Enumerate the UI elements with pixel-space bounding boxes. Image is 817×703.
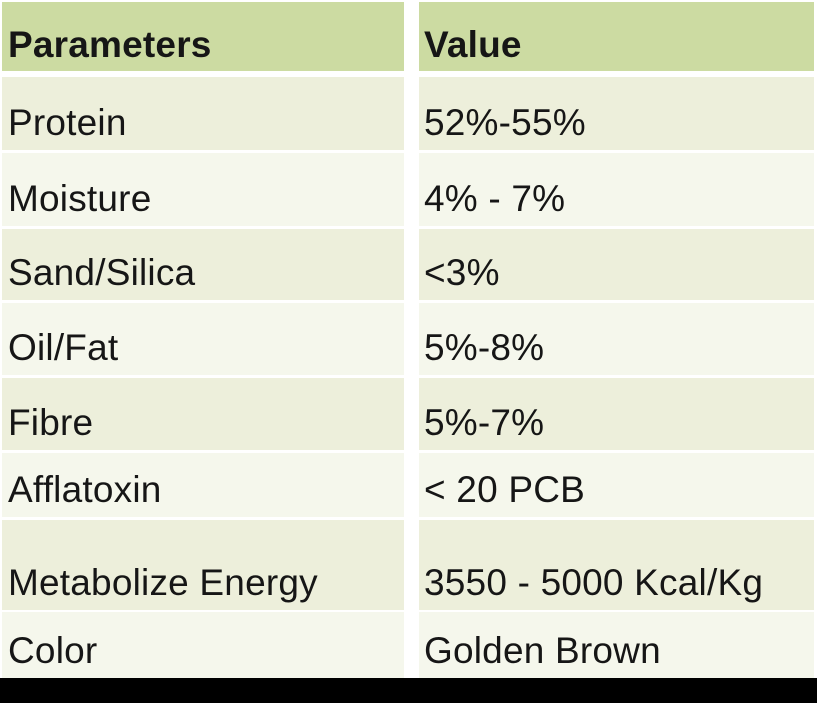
param-cell: Sand/Silica <box>2 229 404 300</box>
table-row: Fibre 5%-7% <box>2 378 814 450</box>
bottom-black-bar <box>0 678 817 703</box>
table-header-row: Parameters Value <box>2 2 814 71</box>
table-row: Moisture 4% - 7% <box>2 153 814 226</box>
value-cell: 3550 - 5000 Kcal/Kg <box>419 520 814 610</box>
param-cell: Afflatoxin <box>2 453 404 517</box>
value-cell: 5%-7% <box>419 378 814 450</box>
value-cell: 5%-8% <box>419 303 814 375</box>
param-cell: Fibre <box>2 378 404 450</box>
param-cell: Moisture <box>2 153 404 226</box>
param-cell: Color <box>2 612 404 678</box>
value-cell: 4% - 7% <box>419 153 814 226</box>
table-row: Color Golden Brown <box>2 612 814 678</box>
value-cell: <3% <box>419 229 814 300</box>
value-cell: < 20 PCB <box>419 453 814 517</box>
value-cell: 52%-55% <box>419 77 814 150</box>
param-cell: Protein <box>2 77 404 150</box>
table-body: Protein 52%-55% Moisture 4% - 7% Sand/Si… <box>2 77 814 678</box>
table-row: Metabolize Energy 3550 - 5000 Kcal/Kg <box>2 520 814 610</box>
param-cell: Oil/Fat <box>2 303 404 375</box>
table-row: Protein 52%-55% <box>2 77 814 150</box>
header-parameters: Parameters <box>2 2 404 71</box>
table-row: Afflatoxin < 20 PCB <box>2 453 814 517</box>
spec-table: Parameters Value Protein 52%-55% Moistur… <box>2 2 814 678</box>
param-cell: Metabolize Energy <box>2 520 404 610</box>
header-value: Value <box>419 2 814 71</box>
table-row: Oil/Fat 5%-8% <box>2 303 814 375</box>
table-row: Sand/Silica <3% <box>2 229 814 300</box>
value-cell: Golden Brown <box>419 612 814 678</box>
